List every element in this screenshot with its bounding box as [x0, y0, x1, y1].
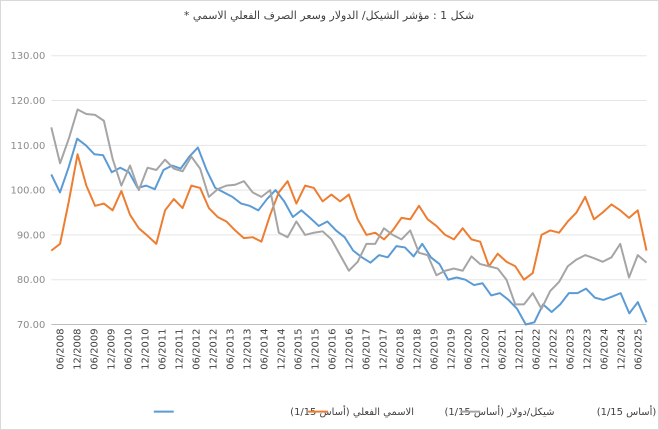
- x-tick-label: 12/2024: [616, 328, 627, 369]
- x-tick-label: 06/2024: [599, 328, 610, 369]
- y-tick-label: 110.00: [11, 141, 46, 152]
- x-tick-label: 12/2018: [412, 328, 423, 369]
- x-tick-label: 06/2017: [361, 328, 372, 369]
- x-tick-label: 12/2011: [174, 328, 185, 369]
- x-tick-label: 12/2020: [480, 328, 491, 369]
- series-line-2: [50, 153, 648, 281]
- x-tick-label: 06/2013: [225, 328, 236, 369]
- x-tick-label: 06/2018: [395, 328, 406, 369]
- x-tick-label: 06/2019: [429, 328, 440, 369]
- x-axis-ticks: 06/2008 12/2008 06/2009 12/2009 06/2010 12/20…: [55, 328, 644, 369]
- x-tick-label: 06/2023: [565, 328, 576, 369]
- x-tick-label: 06/2011: [157, 328, 168, 369]
- x-tick-label: 12/2021: [514, 328, 525, 369]
- x-tick-label: 06/2009: [89, 328, 100, 369]
- y-tick-label: 90.00: [17, 230, 45, 241]
- legend-label-1: الاسمي الفعلي (أساس 1/15): [290, 405, 414, 418]
- x-tick-label: 12/2019: [446, 328, 457, 369]
- x-tick-label: 12/2014: [276, 328, 287, 369]
- series-line-3: [50, 108, 648, 310]
- x-tick-label: 12/2023: [582, 328, 593, 369]
- grid-layer: [51, 55, 647, 325]
- x-tick-label: 06/2020: [463, 328, 474, 369]
- x-tick-label: 12/2015: [310, 328, 321, 369]
- x-tick-label: 06/2015: [293, 328, 304, 369]
- y-axis-ticks: 130.00 120.00 110.00 100.00 90.00 80.00 70.00: [11, 51, 46, 331]
- legend-label-3: شيكل/ يورو (أساس 1/15): [597, 405, 659, 418]
- x-tick-label: 12/2008: [72, 328, 83, 369]
- x-tick-label: 06/2014: [259, 328, 270, 369]
- x-tick-label: 12/2016: [344, 328, 355, 369]
- y-tick-label: 100.00: [11, 186, 46, 197]
- x-tick-label: 12/2022: [548, 328, 559, 369]
- x-tick-label: 06/2016: [327, 328, 338, 369]
- x-tick-label: 06/2025: [633, 328, 644, 369]
- x-tick-label: 12/2013: [242, 328, 253, 369]
- x-tick-label: 06/2008: [55, 328, 66, 369]
- y-tick-label: 80.00: [17, 275, 45, 286]
- legend: الاسمي الفعلي (أساس 1/15) شيكل/دولار (أسا…: [153, 405, 659, 418]
- x-tick-label: 12/2010: [140, 328, 151, 369]
- series-layer: [50, 108, 648, 326]
- series-line-1: [50, 137, 648, 326]
- x-tick-label: 06/2010: [123, 328, 134, 369]
- x-tick-label: 12/2017: [378, 328, 389, 369]
- legend-label-2: شيكل/دولار (أساس 1/15): [444, 405, 554, 418]
- x-tick-label: 12/2012: [208, 328, 219, 369]
- chart-title: شكل 1 : مؤشر الشيكل/ الدولار وسعر الصرف …: [184, 9, 474, 22]
- x-tick-label: 06/2022: [531, 328, 542, 369]
- y-tick-label: 120.00: [11, 96, 46, 107]
- x-tick-label: 12/2009: [106, 328, 117, 369]
- x-tick-label: 06/2021: [497, 328, 508, 369]
- y-tick-label: 130.00: [11, 51, 46, 62]
- x-tick-label: 06/2012: [191, 328, 202, 369]
- y-tick-label: 70.00: [17, 320, 45, 331]
